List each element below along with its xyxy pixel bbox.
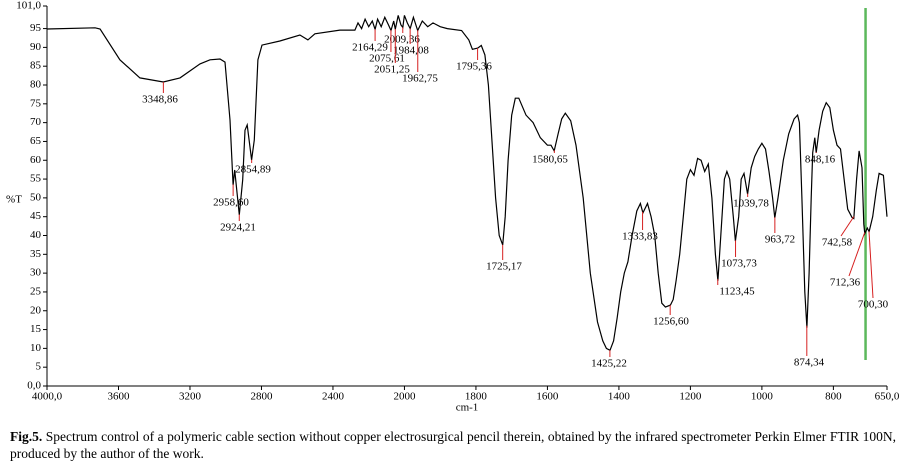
y-tick-label: 55 — [30, 173, 42, 185]
x-tick-label: 800 — [825, 391, 842, 403]
peak-label: 1039,78 — [733, 198, 769, 210]
y-tick-label: 65 — [30, 135, 42, 147]
peak-label: 2854,89 — [235, 164, 271, 176]
y-tick-label: 80 — [30, 79, 42, 91]
peak-marker — [848, 232, 866, 277]
y-tick-label: 0,0 — [27, 380, 41, 392]
y-tick-label: 85 — [30, 60, 42, 72]
peak-label: 2009,36 — [384, 34, 420, 46]
peak-label: 1725,17 — [486, 261, 522, 273]
x-tick-label: 2000 — [393, 391, 416, 403]
peak-label: 848,16 — [805, 154, 836, 166]
peak-label: 1984,08 — [393, 45, 429, 57]
peak-label: 963,72 — [765, 234, 795, 246]
x-tick-label: 3600 — [107, 391, 130, 403]
peak-label: 1333,83 — [622, 231, 658, 243]
chart: %T cm-1 0,0 5 10 15 20 25 30 35 40 45 50 55 60 65 70 75… — [6, 0, 900, 414]
y-tick-label: 35 — [30, 248, 42, 260]
y-tick-label: 70 — [30, 116, 42, 128]
x-tick-label: 1400 — [608, 391, 631, 403]
peak-label: 1123,45 — [719, 286, 755, 298]
peak-marker — [840, 216, 855, 237]
y-tick-label: 50 — [30, 191, 42, 203]
x-tick-label: 1600 — [536, 391, 559, 403]
peak-label: 2924,21 — [220, 222, 256, 234]
peak-label: 1425,22 — [591, 358, 627, 370]
y-tick-label: 90 — [30, 41, 42, 53]
peak-label: 2075,61 — [369, 53, 405, 65]
peak-label: 742,58 — [822, 237, 853, 249]
y-tick-label: 20 — [30, 304, 42, 316]
y-tick-label: 30 — [30, 267, 42, 279]
peak-label: 700,30 — [858, 299, 889, 311]
peak-marker — [868, 231, 874, 299]
x-tick-label: 3200 — [179, 391, 202, 403]
caption: Fig.5. Spectrum control of a polymeric c… — [10, 428, 896, 462]
y-tick-label: 5 — [36, 361, 42, 373]
y-tick-label: 45 — [30, 210, 42, 222]
caption-text: Spectrum control of a polymeric cable se… — [10, 429, 896, 461]
y-tick-label: 10 — [30, 342, 42, 354]
x-tick-label: 1000 — [751, 391, 774, 403]
y-axis-label: %T — [6, 194, 22, 206]
peak-label: 3348,86 — [142, 94, 178, 106]
y-tick-label: 95 — [30, 22, 42, 34]
x-axis-label: cm-1 — [456, 402, 479, 414]
peak-label: 1795,36 — [456, 61, 492, 73]
peak-label: 1580,65 — [532, 154, 568, 166]
x-tick-label: 2400 — [322, 391, 345, 403]
peak-label: 2164,29 — [352, 42, 388, 54]
y-tick-label: 40 — [30, 229, 42, 241]
y-tick-label: 101,0 — [16, 0, 41, 12]
peak-label: 1073,73 — [721, 258, 757, 270]
spectrum-line — [46, 15, 888, 352]
peak-label: 712,36 — [830, 277, 861, 289]
peak-label: 2958,60 — [213, 197, 249, 209]
x-tick-label: 650,0 — [875, 391, 900, 403]
x-tick-label: 1200 — [679, 391, 702, 403]
x-tick-label: 4000,0 — [32, 391, 63, 403]
x-tick-label: 1800 — [465, 391, 488, 403]
caption-label: Fig.5. — [10, 429, 43, 444]
x-tick-label: 2800 — [250, 391, 273, 403]
y-tick-label: 60 — [30, 154, 42, 166]
peak-label: 2051,25 — [374, 64, 410, 76]
peak-label: 1962,75 — [402, 73, 438, 85]
peak-label: 1256,60 — [653, 316, 689, 328]
y-tick-label: 15 — [30, 323, 42, 335]
y-tick-label: 75 — [30, 97, 42, 109]
peak-label: 874,34 — [794, 357, 825, 369]
y-tick-label: 25 — [30, 285, 42, 297]
